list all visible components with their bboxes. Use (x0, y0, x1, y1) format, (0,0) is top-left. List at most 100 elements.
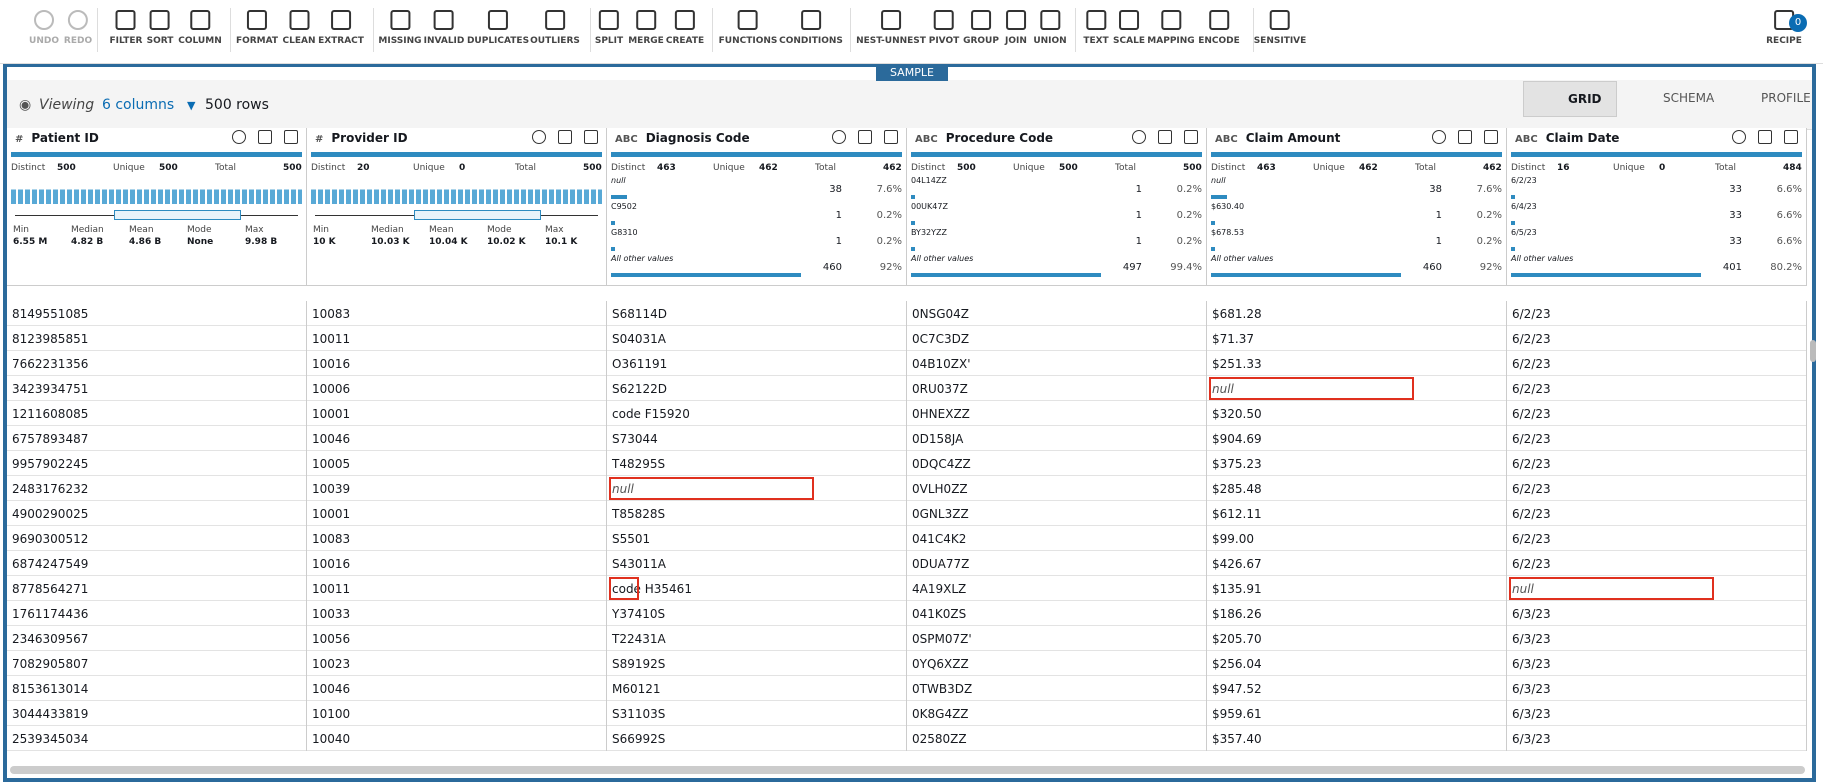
summary-label: Median (71, 225, 104, 235)
toolbar-button[interactable]: EXTRACT (318, 10, 364, 46)
column-action[interactable] (1484, 130, 1498, 144)
toolbar-button[interactable]: CLEAN (283, 10, 316, 46)
grid-cell: $612.11 (1207, 501, 1507, 526)
column-action[interactable] (584, 130, 598, 144)
toolbar-button[interactable]: FUNCTIONS (719, 10, 777, 46)
grid-cell: 10083 (307, 526, 607, 551)
grid-cell: 10100 (307, 701, 607, 726)
toolbar-button[interactable]: UNION (1033, 10, 1067, 46)
toolbar-button[interactable]: FORMAT (236, 10, 278, 46)
toolbar-button[interactable]: SCALE (1113, 10, 1145, 46)
grid-cell: 2483176232 (7, 476, 307, 501)
grid-cell: 7662231356 (7, 351, 307, 376)
toolbar-button[interactable]: FILTER (110, 10, 142, 46)
toolbar-button[interactable]: SENSITIVE (1254, 10, 1306, 46)
toolbar-button[interactable]: CREATE (666, 10, 704, 46)
top-value-count: 460 (1422, 262, 1442, 273)
stat-value: 0 (1659, 163, 1666, 173)
grid-cell: M60121 (607, 676, 907, 701)
grid-cell: S62122D (607, 376, 907, 401)
toolbar-button[interactable]: DUPLICATES (467, 10, 529, 46)
column-action[interactable] (1158, 130, 1172, 144)
stat-value: 462 (1359, 163, 1378, 173)
grid-cell: 6/3/23 (1507, 651, 1807, 676)
stat-label: Distinct (11, 163, 46, 173)
grid-cell: 2539345034 (7, 726, 307, 751)
grid-row: 3423934751 10006 S62122D 0RU037Z null 6/2/23 (7, 376, 1807, 401)
toolbar-label: MAPPING (1147, 36, 1195, 46)
grid-cell: 0SPM07Z' (907, 626, 1207, 651)
column-action[interactable] (284, 130, 298, 144)
column-action[interactable] (558, 130, 572, 144)
grid-row: 8778564271 10011 code H35461 4A19XLZ $135.91… (7, 576, 1807, 601)
top-value: null 38 7.6% (1211, 176, 1502, 202)
grid-cell: 04B10ZX' (907, 351, 1207, 376)
toolbar-icon (389, 10, 410, 30)
horizontal-scrollbar[interactable] (10, 766, 1805, 774)
toolbar-button[interactable]: JOIN (1005, 10, 1027, 46)
toolbar-label: GROUP (963, 36, 999, 46)
stat-label: Unique (1013, 163, 1045, 173)
top-value-count: 38 (1429, 184, 1442, 195)
grid-row: 2539345034 10040 S66992S 02580ZZ $357.40 6/3/… (7, 726, 1807, 751)
column-action[interactable] (532, 130, 546, 144)
column-action[interactable] (232, 130, 246, 144)
column-action[interactable] (1784, 130, 1798, 144)
toolbar-button[interactable]: REDO (64, 10, 92, 46)
grid-cell: 0GNL3ZZ (907, 501, 1207, 526)
toolbar-button[interactable]: MISSING (378, 10, 422, 46)
toolbar-button[interactable]: PIVOT (929, 10, 959, 46)
toolbar-icon (635, 10, 656, 30)
toolbar-button[interactable]: SORT (147, 10, 173, 46)
column-action[interactable] (1732, 130, 1746, 144)
grid-cell: $904.69 (1207, 426, 1507, 451)
stat-value: 16 (1557, 163, 1570, 173)
toolbar-button[interactable]: TEXT (1083, 10, 1109, 46)
column-action[interactable] (832, 130, 846, 144)
grid-cell: 041C4K2 (907, 526, 1207, 551)
toolbar-button[interactable]: CONDITIONS (779, 10, 843, 46)
summary-label: Max (545, 225, 564, 235)
toolbar-label: CREATE (665, 36, 705, 46)
top-value-label: null (611, 176, 626, 185)
grid-row: 9957902245 10005 T48295S 0DQC4ZZ $375.23 6/2/… (7, 451, 1807, 476)
top-value-bar (611, 221, 615, 225)
tab[interactable]: GRID (1523, 81, 1617, 117)
toolbar-button[interactable]: COLUMN (178, 10, 222, 46)
grid-cell: T85828S (607, 501, 907, 526)
column-action[interactable] (858, 130, 872, 144)
grid-cell: $947.52 (1207, 676, 1507, 701)
toolbar-button[interactable]: INVALID (424, 10, 464, 46)
column-action[interactable] (1432, 130, 1446, 144)
tab[interactable]: SCHEMA (1663, 91, 1715, 105)
toolbar-button[interactable]: GROUP (963, 10, 999, 46)
rows-count: 500 rows (205, 97, 269, 113)
dropdown-arrow[interactable]: ▼ (187, 99, 196, 112)
tab[interactable]: PROFILE (1761, 91, 1811, 105)
vertical-scrollbar[interactable] (1810, 340, 1816, 362)
toolbar-label: TEXT (1083, 36, 1109, 46)
top-value-pct: 7.6% (1476, 184, 1502, 195)
column-action[interactable] (258, 130, 272, 144)
toolbar-button[interactable]: SPLIT (595, 10, 623, 46)
grid-cell: $135.91 (1207, 576, 1507, 601)
grid-row: 1761174436 10033 Y37410S 041K0ZS $186.26 6/3/… (7, 601, 1807, 626)
column-action[interactable] (1184, 130, 1198, 144)
grid-cell: 6/2/23 (1507, 401, 1807, 426)
columns-link[interactable]: 6 columns (102, 97, 175, 113)
toolbar-label: FORMAT (235, 36, 279, 46)
stat-label: Total (815, 163, 837, 173)
top-value: BY32YZZ 1 0.2% (911, 228, 1202, 254)
toolbar-icon (289, 10, 309, 30)
toolbar-button[interactable]: MERGE (628, 10, 664, 46)
stat-label: Distinct (611, 163, 646, 173)
column-action[interactable] (1458, 130, 1472, 144)
toolbar-button[interactable]: NEST-UNNEST (856, 10, 926, 46)
toolbar-button[interactable]: MAPPING (1147, 10, 1195, 46)
toolbar-button[interactable]: UNDO (29, 10, 59, 46)
toolbar-button[interactable]: OUTLIERS (530, 10, 580, 46)
toolbar-button[interactable]: ENCODE (1198, 10, 1240, 46)
column-action[interactable] (884, 130, 898, 144)
column-action[interactable] (1132, 130, 1146, 144)
column-action[interactable] (1758, 130, 1772, 144)
